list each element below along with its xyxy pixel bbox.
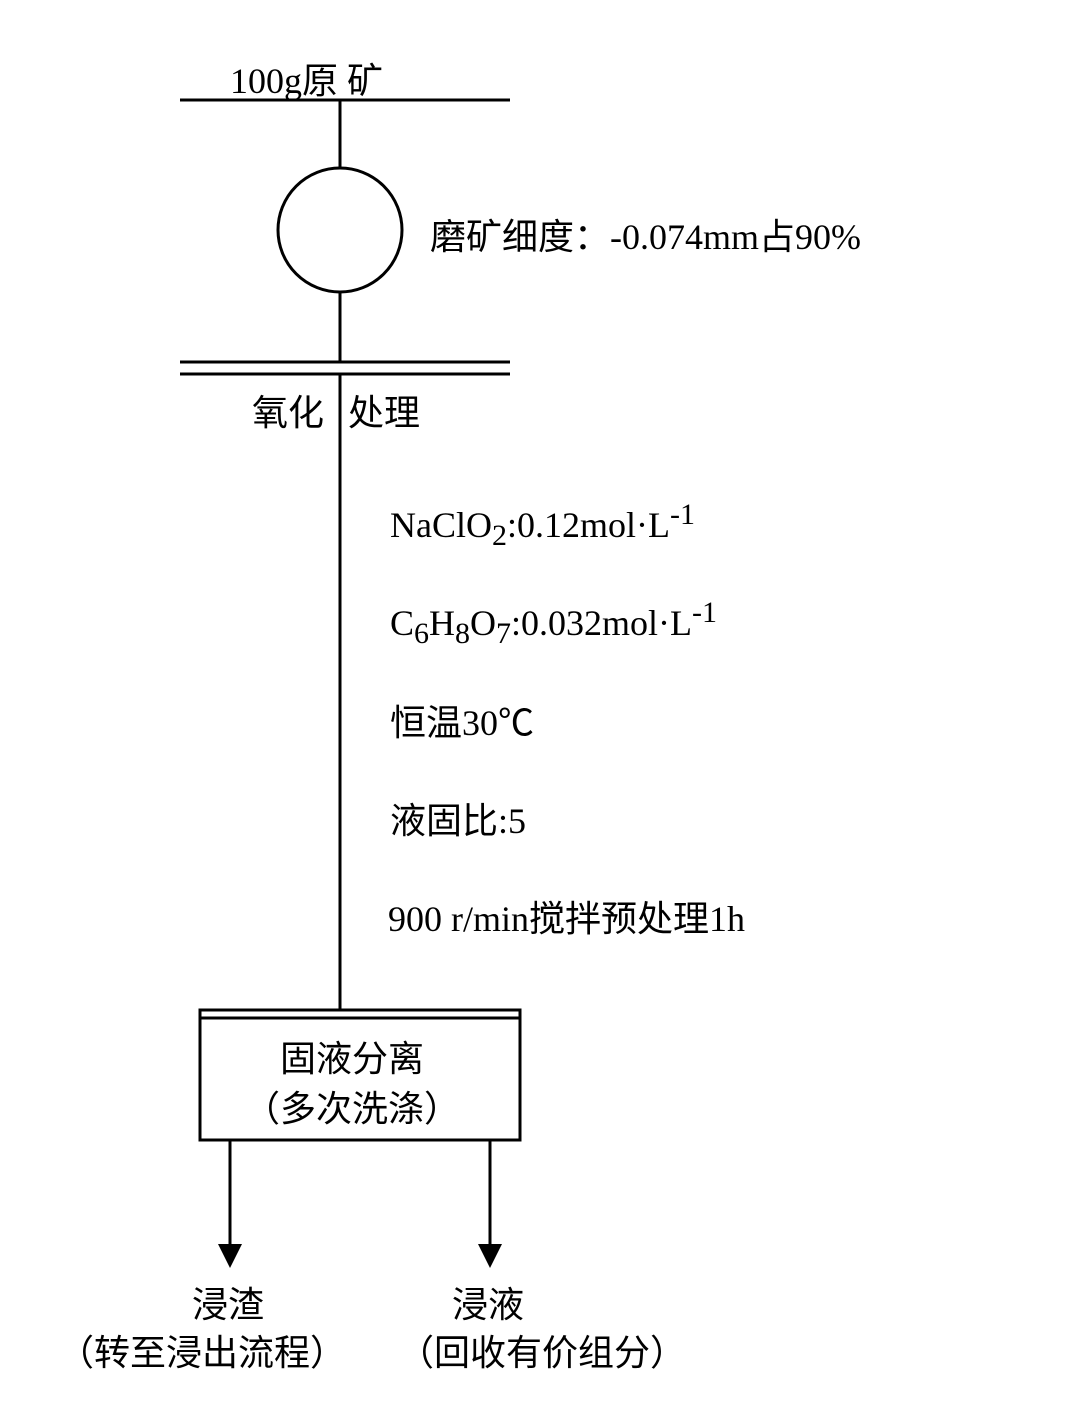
param-stir: 900 r/min搅拌预处理1h xyxy=(388,890,745,942)
process-flowchart: 100g原 矿 磨矿细度：-0.074mm占90% 氧化 处理 NaClO2:0… xyxy=(0,0,1082,1408)
out-left-title: 浸渣 xyxy=(192,1276,264,1328)
param-citric-acid: C6H8O7:0.032mol·L-1 xyxy=(390,596,717,651)
param-naclo2: NaClO2:0.12mol·L-1 xyxy=(390,498,695,553)
param-temp: 恒温30℃ xyxy=(390,694,534,746)
grind-fineness-label: 磨矿细度：-0.074mm占90% xyxy=(430,208,861,260)
out-left-sub: （转至浸出流程） xyxy=(58,1324,346,1376)
feed-label: 100g原 矿 xyxy=(230,52,383,104)
sep-box-line2: （多次洗涤） xyxy=(244,1080,460,1132)
param-ls-ratio: 液固比:5 xyxy=(390,792,526,844)
out-right-sub: （回收有价组分） xyxy=(398,1324,686,1376)
out-right-title: 浸液 xyxy=(452,1276,524,1328)
sep-box-line1: 固液分离 xyxy=(280,1030,424,1082)
oxidation-right: 处理 xyxy=(348,384,420,436)
oxidation-left: 氧化 xyxy=(252,384,324,436)
